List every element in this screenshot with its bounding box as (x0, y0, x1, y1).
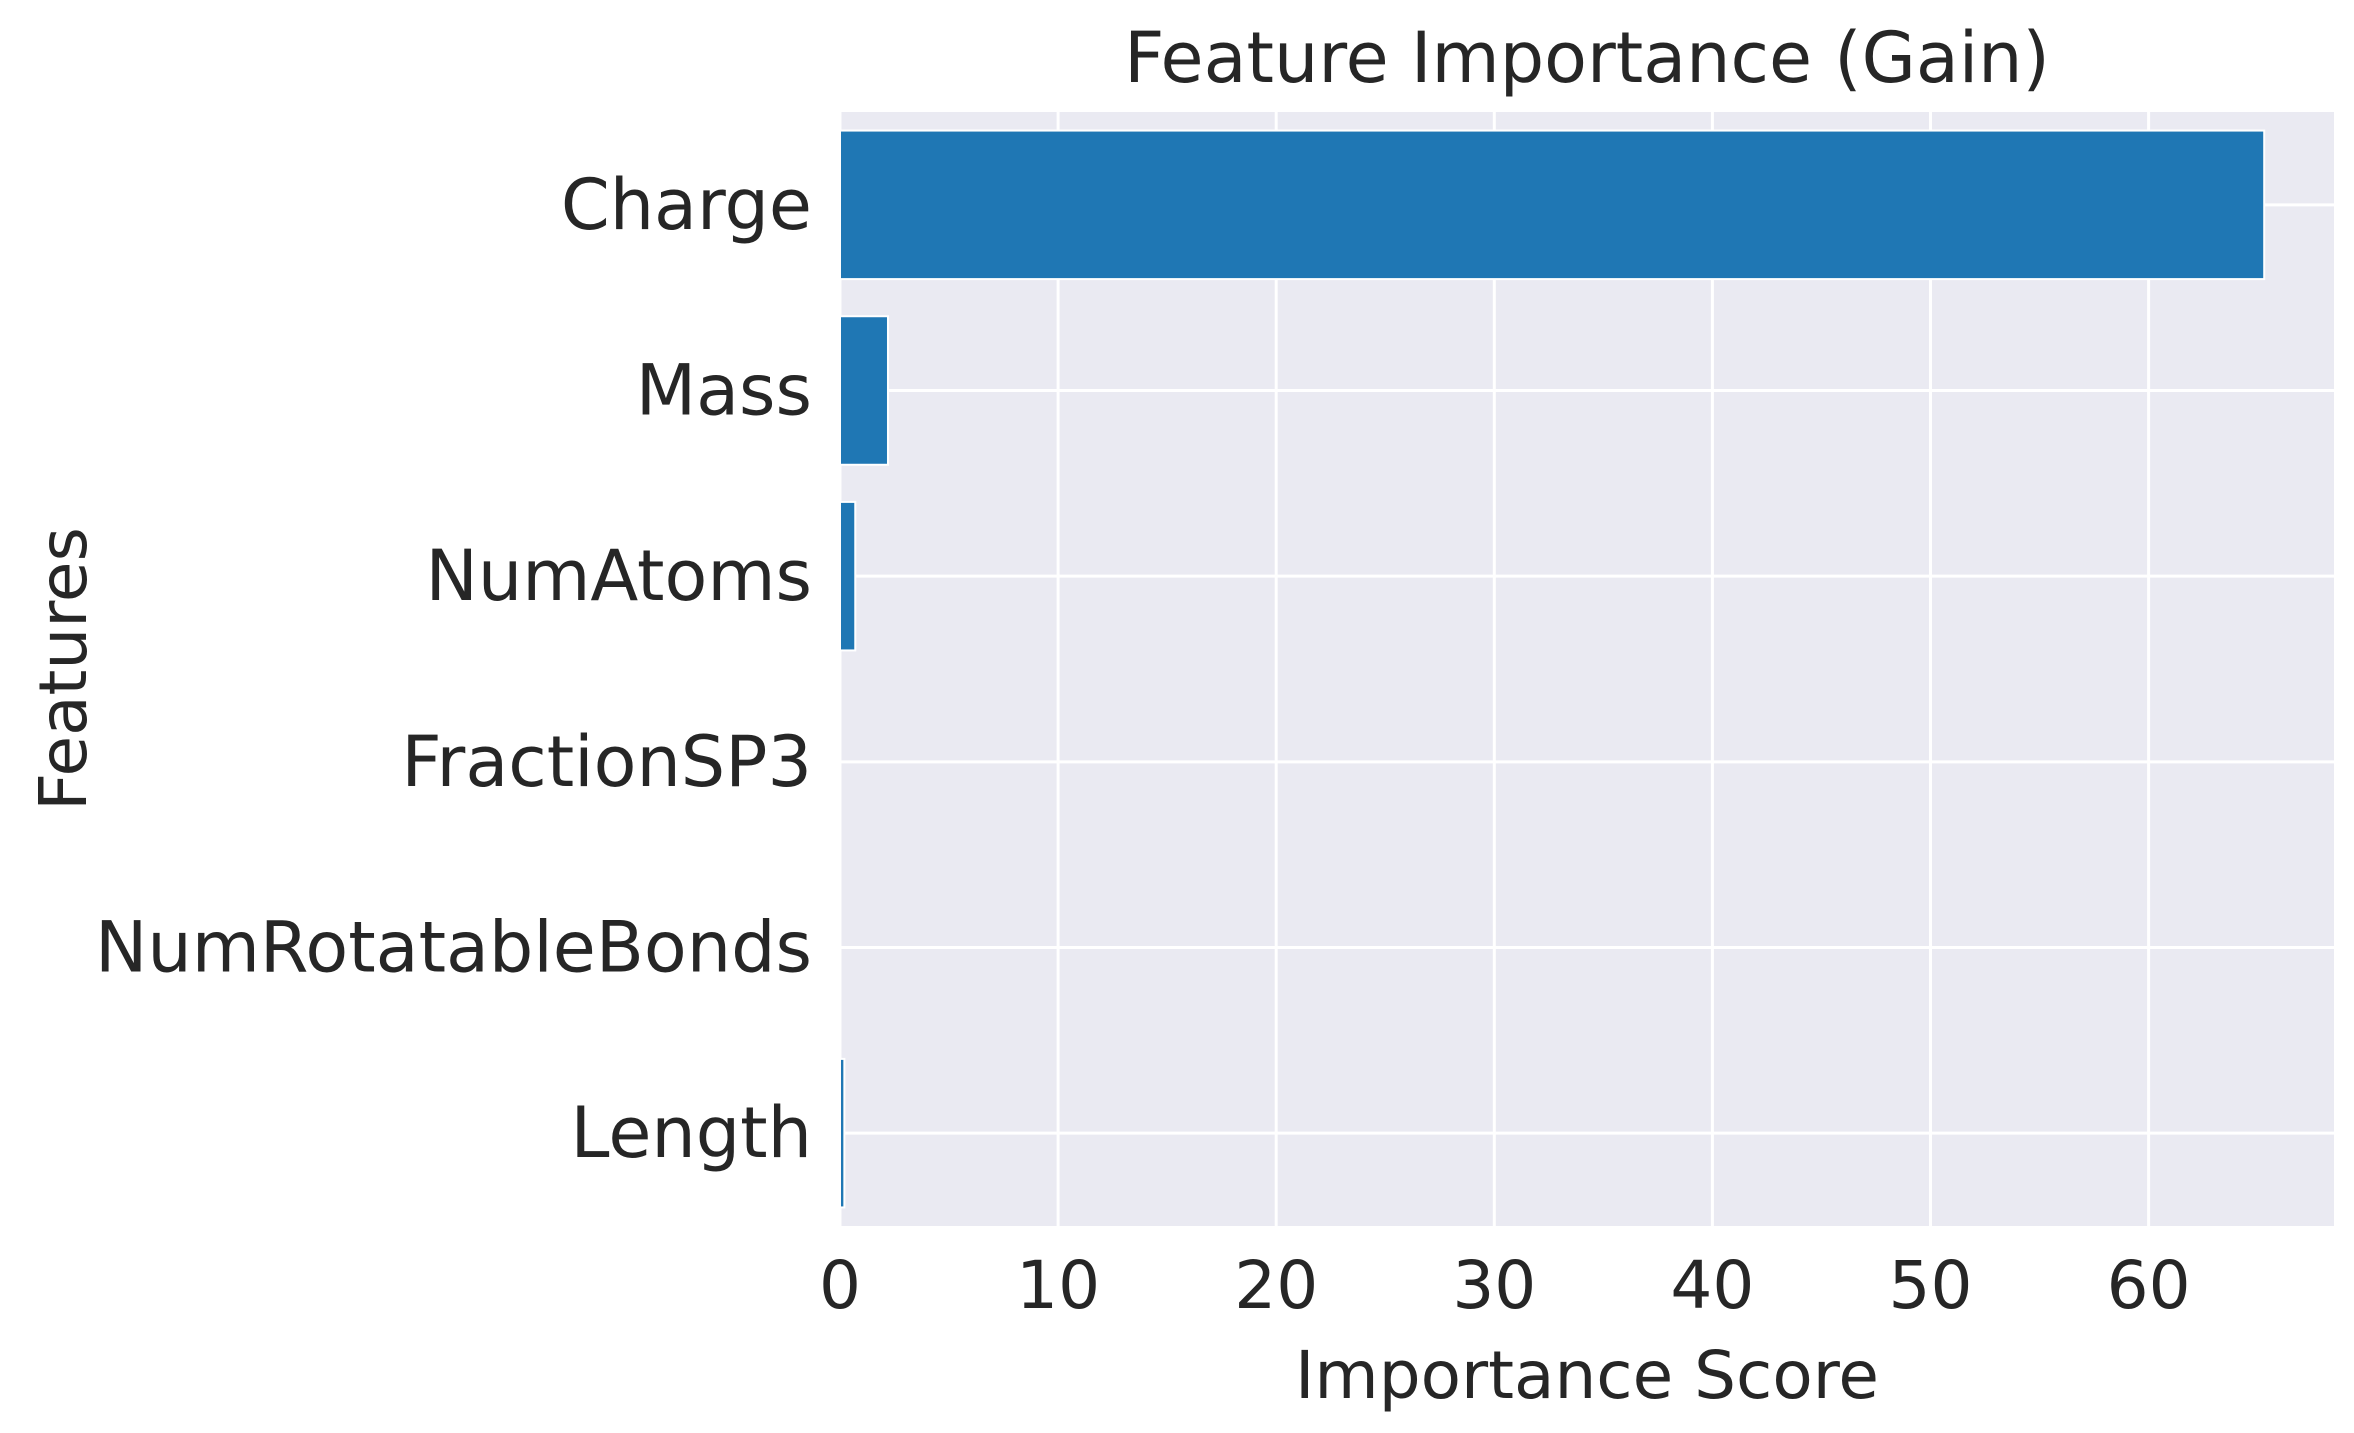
x-tick-label: 10 (1016, 1247, 1100, 1324)
x-tick-label: 20 (1234, 1247, 1318, 1324)
y-tick-labels: Charge Mass NumAtoms FractionSP3 NumRotatabl… (95, 164, 812, 1174)
y-tick-label: FractionSP3 (401, 721, 812, 803)
x-axis-label: Importance Score (1295, 1337, 1879, 1414)
bar-length (839, 1057, 846, 1209)
y-tick-label: Charge (561, 164, 812, 246)
bar-numatoms (839, 500, 857, 652)
chart-title: Feature Importance (Gain) (1124, 17, 2050, 99)
x-tick-label: 40 (1670, 1247, 1754, 1324)
x-tick-label: 30 (1452, 1247, 1536, 1324)
y-tick-label: Length (571, 1092, 812, 1174)
x-tick-labels: 0 10 20 30 40 50 60 (819, 1247, 2191, 1324)
y-tick-label: NumAtoms (425, 535, 812, 617)
y-axis-label: Features (25, 527, 102, 811)
bars (839, 129, 2266, 1209)
y-tick-label: Mass (636, 350, 812, 432)
bar-mass (839, 315, 889, 466)
bar-charge (839, 129, 2266, 281)
x-tick-label: 50 (1889, 1247, 1973, 1324)
y-tick-label: NumRotatableBonds (95, 907, 812, 989)
x-tick-label: 60 (2107, 1247, 2191, 1324)
x-tick-label: 0 (819, 1247, 861, 1324)
plot-area (840, 112, 2334, 1226)
